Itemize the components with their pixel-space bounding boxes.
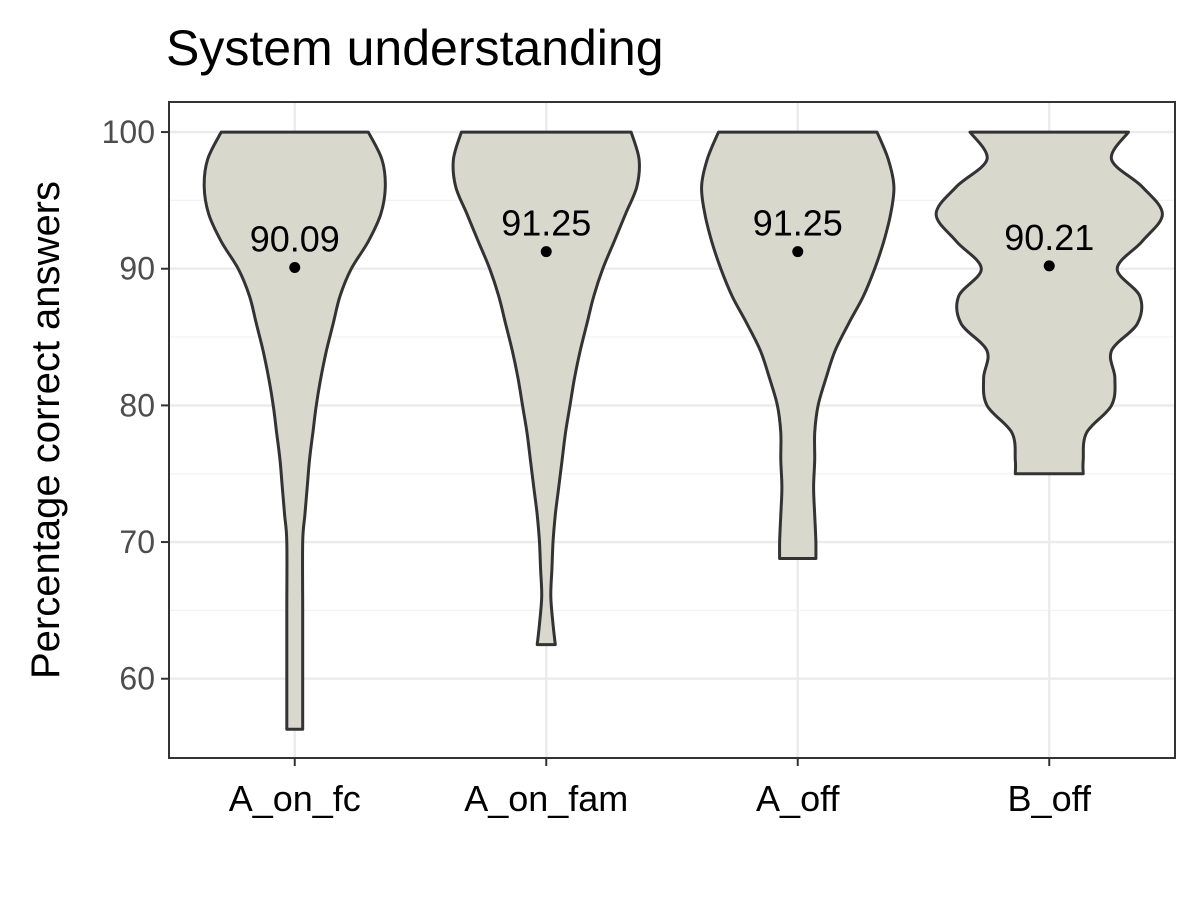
violin-A_on_fam (451, 130, 641, 647)
chart-title: System understanding (166, 20, 664, 76)
violin-A_off (700, 130, 896, 560)
mean-label-A_on_fc: 90.09 (250, 219, 340, 260)
y-tick-label: 80 (119, 387, 155, 423)
mean-point-A_on_fam (540, 246, 552, 258)
violins (202, 130, 1164, 731)
mean-label-A_on_fam: 91.25 (501, 203, 591, 244)
x-tick-label: B_off (1008, 778, 1092, 819)
violin-B_off (934, 130, 1164, 476)
mean-label-B_off: 90.21 (1004, 217, 1094, 258)
mean-point-A_off (792, 246, 804, 258)
mean-point-A_on_fc (289, 262, 301, 274)
y-axis: 60 70 80 90 100 (102, 114, 169, 697)
x-tick-label: A_on_fam (464, 778, 628, 819)
plot-panel-border (168, 101, 1176, 759)
x-tick-label: A_off (756, 778, 840, 819)
y-axis-label: Percentage correct answers (24, 181, 68, 679)
y-tick-label: 70 (119, 524, 155, 560)
mean-label-A_off: 91.25 (753, 203, 843, 244)
mean-points (289, 246, 1055, 274)
x-tick-label: A_on_fc (229, 778, 361, 819)
violin-A_on_fc (202, 130, 387, 731)
mean-labels: 90.09 91.25 91.25 90.21 (250, 203, 1095, 260)
y-tick-label: 100 (102, 114, 155, 150)
x-axis: A_on_fc A_on_fam A_off B_off (229, 758, 1092, 819)
y-tick-label: 90 (119, 251, 155, 287)
y-tick-label: 60 (119, 661, 155, 697)
mean-point-B_off (1043, 260, 1055, 272)
